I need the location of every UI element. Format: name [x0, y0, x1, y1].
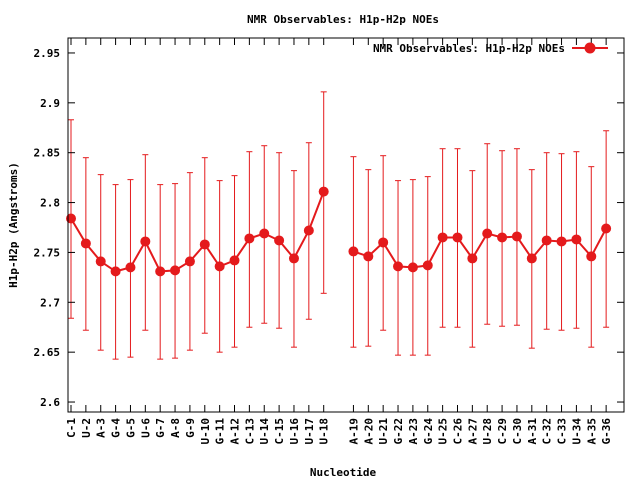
- x-tick-label: G-5: [124, 418, 137, 438]
- data-point: [303, 225, 314, 236]
- data-point: [199, 239, 210, 250]
- data-point: [363, 251, 374, 262]
- data-point: [110, 266, 121, 277]
- y-tick-label: 2.65: [34, 346, 61, 359]
- series-line-segment-1: [70, 191, 325, 273]
- x-tick-label: A-8: [169, 418, 182, 438]
- data-point: [274, 235, 285, 246]
- data-point: [393, 261, 404, 272]
- x-tick-label: A-27: [466, 418, 479, 445]
- y-tick-label: 2.9: [40, 97, 60, 110]
- legend-marker-swatch: [584, 42, 596, 54]
- y-tick-label: 2.75: [34, 246, 61, 259]
- data-point: [244, 233, 255, 244]
- data-point: [541, 235, 552, 246]
- y-tick-label: 2.6: [40, 396, 60, 409]
- x-tick-label: C-26: [451, 418, 464, 445]
- data-point: [422, 260, 433, 271]
- data-point: [125, 262, 136, 273]
- data-point: [556, 236, 567, 247]
- data-point: [452, 232, 463, 243]
- y-tick-label: 2.95: [34, 47, 61, 60]
- data-point: [601, 223, 612, 234]
- x-tick-label: U-34: [570, 418, 583, 445]
- data-point: [378, 237, 389, 248]
- data-point: [571, 234, 582, 245]
- x-tick-label: G-9: [184, 418, 197, 438]
- x-tick-label: A-19: [347, 418, 360, 445]
- x-tick-label: U-18: [318, 418, 331, 445]
- x-tick-label: U-10: [199, 418, 212, 445]
- plot-frame: [67, 37, 625, 413]
- x-tick-label: A-23: [407, 418, 420, 445]
- data-point: [526, 253, 537, 264]
- x-tick-label: U-16: [288, 418, 301, 445]
- data-point: [95, 256, 106, 267]
- x-tick-label: A-20: [362, 418, 375, 445]
- x-tick-label: C-30: [511, 418, 524, 445]
- x-tick-label: C-1: [65, 418, 78, 438]
- x-tick-label: U-25: [437, 418, 450, 445]
- x-tick-label: G-4: [110, 418, 123, 438]
- x-tick-label: U-14: [258, 418, 271, 445]
- x-tick-label: G-22: [392, 418, 405, 445]
- series-line-segment-2: [353, 228, 607, 269]
- x-tick-label: A-31: [526, 418, 539, 445]
- y-tick-label: 2.7: [40, 296, 60, 309]
- x-tick-label: G-36: [600, 418, 613, 445]
- data-point: [80, 238, 91, 249]
- x-tick-label: G-24: [422, 418, 435, 445]
- x-tick-label: C-33: [556, 418, 569, 445]
- y-axis: 2.6 2.65 2.7 2.75 2.8 2.85 2.9 2.95: [34, 47, 624, 409]
- data-point: [497, 232, 508, 243]
- x-tick-label: A-3: [95, 418, 108, 438]
- x-tick-label: U-17: [303, 418, 316, 445]
- x-tick-label: G-7: [154, 418, 167, 438]
- data-point: [482, 228, 493, 239]
- x-tick-label: G-11: [214, 418, 227, 445]
- x-tick-label: C-15: [273, 418, 286, 445]
- x-axis: C-1 U-2 A-3 G-4 G-5 U-6 G-7 A-8 G-9 U-10 G-11 A-12 C…: [65, 38, 613, 445]
- data-point: [586, 251, 597, 262]
- x-tick-label: U-6: [139, 418, 152, 438]
- x-tick-label: U-28: [481, 418, 494, 445]
- legend-label: NMR Observables: H1p-H2p NOEs: [373, 42, 565, 55]
- data-point: [155, 266, 166, 277]
- x-tick-label: A-35: [585, 418, 598, 445]
- data-point: [184, 256, 195, 267]
- x-axis-label: Nucleotide: [310, 466, 377, 479]
- x-tick-label: U-2: [80, 418, 93, 438]
- data-point: [437, 232, 448, 243]
- y-tick-label: 2.85: [34, 147, 61, 160]
- data-point: [407, 262, 418, 273]
- data-point: [467, 253, 478, 264]
- x-tick-label: A-12: [229, 418, 242, 445]
- data-point: [140, 236, 151, 247]
- data-point: [288, 253, 299, 264]
- x-tick-label: C-29: [496, 418, 509, 445]
- data-point: [511, 231, 522, 242]
- chart-title: NMR Observables: H1p-H2p NOEs: [247, 13, 439, 26]
- y-tick-label: 2.8: [40, 197, 60, 210]
- x-tick-label: C-13: [243, 418, 256, 445]
- data-point: [318, 186, 329, 197]
- y-axis-label: H1p-H2p (Angstroms): [7, 162, 20, 288]
- data-point: [348, 246, 359, 257]
- x-tick-label: U-21: [377, 418, 390, 445]
- data-point: [170, 265, 181, 276]
- x-tick-label: C-32: [541, 418, 554, 445]
- plot-area: [66, 91, 612, 360]
- legend: NMR Observables: H1p-H2p NOEs: [373, 42, 608, 55]
- data-point: [214, 261, 225, 272]
- data-point: [229, 255, 240, 266]
- data-point: [259, 228, 270, 239]
